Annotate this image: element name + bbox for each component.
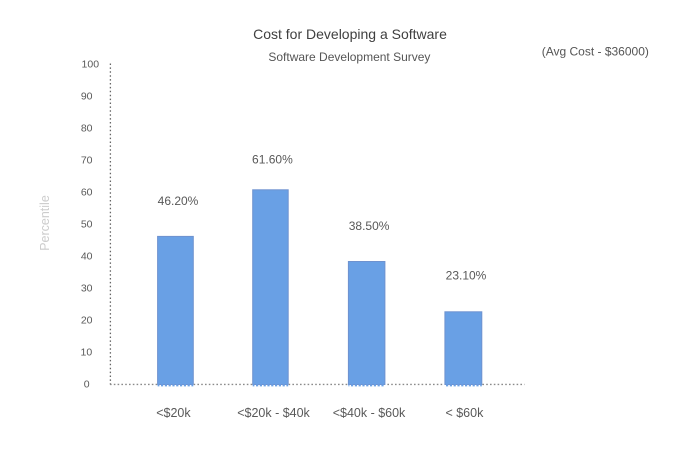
svg-text:Cost for Developing a Software: Cost for Developing a Software <box>253 26 447 42</box>
svg-text:46.20%: 46.20% <box>158 194 199 208</box>
svg-text:60: 60 <box>81 187 93 199</box>
svg-text:50: 50 <box>81 219 93 231</box>
svg-text:Percentile: Percentile <box>38 195 52 251</box>
svg-text:10: 10 <box>81 347 93 359</box>
svg-text:<$20k - $40k: <$20k - $40k <box>237 406 310 420</box>
svg-text:40: 40 <box>81 251 93 263</box>
svg-text:(Avg Cost - $36000): (Avg Cost - $36000) <box>542 45 649 59</box>
svg-text:61.60%: 61.60% <box>252 153 293 167</box>
svg-text:100: 100 <box>82 59 100 71</box>
svg-text:23.10%: 23.10% <box>446 269 487 283</box>
svg-text:0: 0 <box>84 379 90 391</box>
svg-text:38.50%: 38.50% <box>349 219 390 233</box>
svg-text:70: 70 <box>81 155 93 167</box>
svg-text:30: 30 <box>81 283 93 295</box>
svg-text:<$20k: <$20k <box>156 406 191 420</box>
svg-text:20: 20 <box>81 315 93 327</box>
svg-text:Software Development Survey: Software Development Survey <box>268 50 430 64</box>
svg-text:80: 80 <box>81 123 93 135</box>
svg-text:<$40k - $60k: <$40k - $60k <box>333 406 406 420</box>
svg-text:90: 90 <box>81 91 93 103</box>
svg-text:< $60k: < $60k <box>445 406 484 420</box>
